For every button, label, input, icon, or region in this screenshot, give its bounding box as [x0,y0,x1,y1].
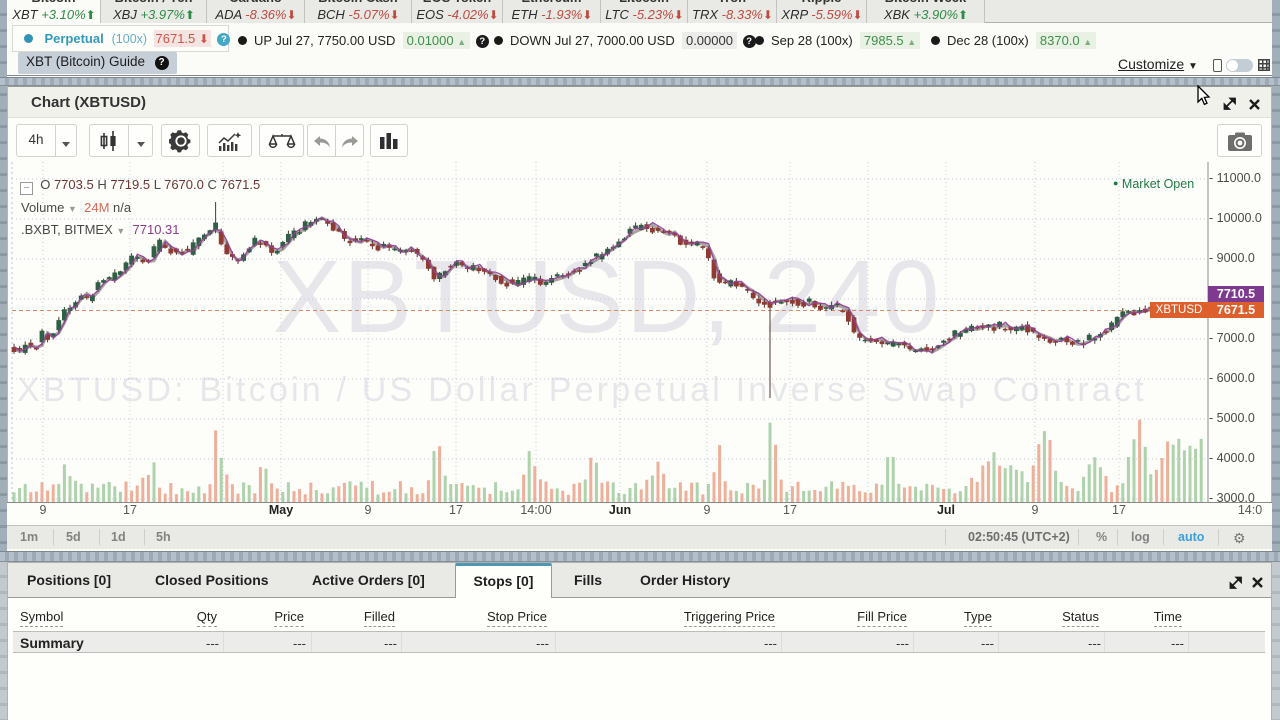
svg-text:XBTUSD: Bitcoin / US Dollar Pe: XBTUSD: Bitcoin / US Dollar Perpetual In… [17,371,1147,409]
svg-text:XBTUSD, 240: XBTUSD, 240 [273,239,942,354]
